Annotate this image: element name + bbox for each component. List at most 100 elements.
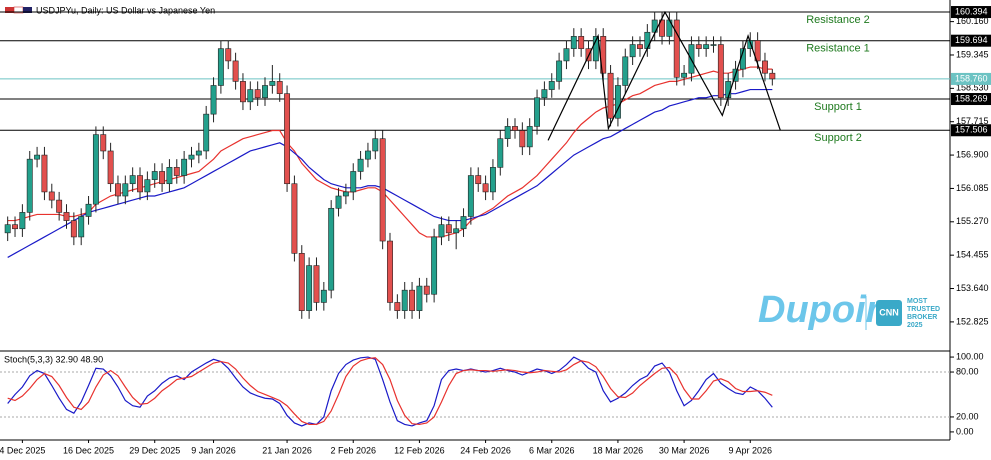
candle-body [291, 183, 298, 254]
y-tick-label: 154.455 [956, 250, 989, 260]
level-name: Support 2 [814, 132, 862, 144]
candle-body [637, 44, 643, 49]
candle-body [556, 60, 563, 82]
candle-body [350, 171, 357, 193]
candle-body [137, 175, 143, 193]
logo-name: Dupoin [758, 289, 889, 331]
candle-body [681, 72, 688, 78]
x-tick-label: 16 Dec 2025 [63, 445, 114, 455]
candle-body [122, 183, 129, 197]
candle-body [614, 85, 621, 119]
candle-body [489, 167, 496, 193]
candle-body [570, 36, 577, 49]
candle-body [254, 89, 261, 99]
candle-body [210, 85, 217, 115]
candle-body [240, 81, 246, 103]
candle-body [225, 48, 232, 62]
flag-icon [23, 7, 32, 13]
x-tick-label: 9 Apr 2026 [728, 445, 772, 455]
logo-badge-text: CNN [879, 307, 899, 317]
x-tick-label: 24 Feb 2026 [460, 445, 511, 455]
candle-body [364, 150, 371, 160]
candle-body [394, 302, 401, 311]
candle-body [100, 134, 107, 152]
candle-body [762, 60, 768, 74]
candle-body [401, 289, 408, 311]
x-tick-label: 9 Jan 2026 [191, 445, 236, 455]
current-price-box [951, 72, 991, 85]
candle-body [607, 72, 614, 119]
y-tick-label: 156.085 [956, 183, 989, 193]
level-price-box [951, 93, 991, 106]
x-tick-label: 21 Jan 2026 [262, 445, 312, 455]
candle-body [445, 224, 452, 234]
x-tick-label: 30 Mar 2026 [659, 445, 710, 455]
x-tick-label: 4 Dec 2025 [0, 445, 45, 455]
candle-body [159, 171, 166, 185]
candle-body [320, 289, 327, 303]
y-tick-label: 155.270 [956, 216, 989, 226]
level-name: Resistance 1 [806, 43, 870, 55]
candle-body [541, 89, 548, 99]
x-tick-label: 6 Mar 2026 [529, 445, 575, 455]
logo-line: 2025 [907, 322, 923, 329]
candle-body [262, 85, 268, 99]
pattern-line [547, 10, 781, 141]
candle-body [526, 126, 533, 148]
candle-body [431, 236, 438, 295]
candle-body [467, 175, 474, 217]
candle-body [284, 93, 291, 185]
candle-body [357, 158, 364, 172]
logo-line: MOST [907, 298, 928, 305]
moving-average [7, 66, 773, 238]
x-tick-label: 29 Dec 2025 [129, 445, 180, 455]
candle-body [754, 40, 761, 62]
candle-body [19, 212, 26, 230]
candle-body [328, 207, 335, 291]
oscillator-line [7, 356, 773, 427]
y-tick-label: 100.00 [956, 351, 984, 361]
candle-body [181, 158, 188, 176]
candle-body [379, 138, 386, 242]
x-tick-label: 2 Feb 2026 [330, 445, 376, 455]
candle-body [48, 191, 55, 201]
oscillator-line [7, 357, 773, 426]
candle-body [747, 40, 754, 49]
candle-body [578, 36, 585, 49]
y-tick-label: 159.345 [956, 49, 989, 59]
candle-body [173, 167, 180, 176]
candle-body [41, 154, 48, 193]
candle-body [717, 44, 724, 99]
candle-body [269, 81, 276, 86]
y-tick-label: 20.00 [956, 411, 979, 421]
level-price-label: 160.394 [955, 6, 988, 16]
candle-body [482, 183, 489, 193]
level-price-label: 159.694 [955, 35, 988, 45]
candle-body [26, 158, 33, 213]
y-tick-label: 158.530 [956, 83, 989, 93]
flag-icon [5, 7, 14, 13]
candle-body [563, 48, 570, 62]
indicator-title: Stoch(5,3,3) 32.90 48.90 [4, 354, 103, 364]
candle-body [453, 228, 460, 234]
candle-body [703, 44, 710, 49]
candle-body [534, 97, 540, 127]
y-tick-label: 157.715 [956, 116, 989, 126]
candle-body [166, 167, 173, 185]
candle-body [144, 179, 151, 193]
logo-badge [876, 300, 902, 326]
candle-body [188, 154, 195, 160]
candle-body [129, 175, 136, 185]
candle-body [342, 191, 349, 197]
candle-body [306, 265, 313, 311]
candle-body [548, 81, 555, 90]
candle-body [673, 19, 680, 78]
candle-body [217, 48, 224, 86]
x-tick-label: 12 Feb 2026 [394, 445, 445, 455]
candle-body [438, 224, 445, 238]
candle-body [622, 56, 629, 86]
level-price-box [951, 124, 991, 137]
candle-body [423, 285, 430, 295]
